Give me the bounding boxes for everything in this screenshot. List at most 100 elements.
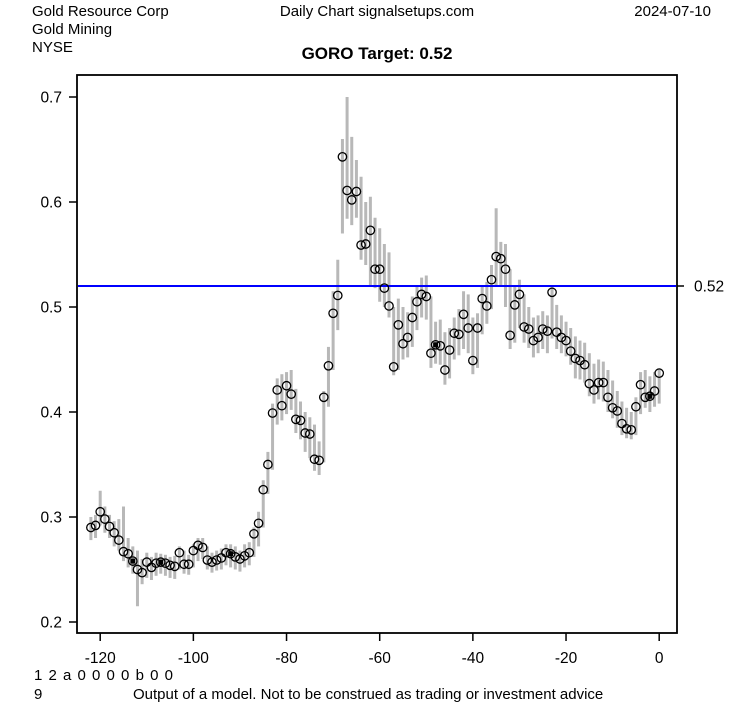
- close-marker: [104, 521, 115, 532]
- y-axis-tick-label: 0.5: [40, 300, 62, 317]
- close-marker: [197, 542, 208, 553]
- close-marker: [346, 195, 357, 205]
- y-axis-tick-label: 0.4: [40, 405, 62, 422]
- close-marker: [519, 322, 529, 332]
- plot-box: [76, 74, 678, 634]
- close-marker: [542, 326, 553, 336]
- close-marker: [500, 264, 511, 275]
- close-marker: [491, 251, 502, 262]
- x-axis-tick-label: -100: [178, 650, 209, 667]
- model-row-number: 9: [34, 686, 43, 703]
- close-marker: [193, 540, 203, 551]
- close-marker: [612, 406, 623, 416]
- page-title: GORO Target: 0.52: [301, 44, 453, 63]
- close-marker: [295, 415, 306, 426]
- close-marker: [533, 332, 543, 343]
- close-marker: [598, 377, 609, 388]
- close-marker: [398, 338, 408, 349]
- close-marker: [277, 400, 287, 411]
- close-marker: [337, 152, 348, 162]
- close-marker: [426, 348, 436, 359]
- close-marker: [207, 557, 217, 568]
- close-marker: [249, 528, 259, 539]
- close-marker: [449, 328, 460, 339]
- close-marker: [547, 287, 557, 298]
- close-marker: [621, 423, 632, 434]
- close-marker: [584, 378, 595, 389]
- close-marker: [430, 339, 441, 350]
- close-marker: [407, 312, 418, 323]
- header-left-block: Gold Resource Corp Gold Mining NYSE: [32, 3, 169, 57]
- close-marker: [328, 308, 338, 319]
- close-marker: [113, 535, 124, 545]
- target-line-label: 0.52: [694, 279, 724, 296]
- close-marker: [374, 264, 385, 275]
- close-marker: [365, 225, 376, 236]
- close-marker: [127, 556, 138, 566]
- exchange-name: NYSE: [32, 39, 73, 56]
- signal-marker: [130, 558, 136, 564]
- close-marker: [90, 520, 101, 531]
- close-marker: [444, 345, 455, 355]
- y-axis-tick-label: 0.6: [40, 195, 62, 212]
- close-marker: [230, 552, 241, 562]
- close-marker: [160, 558, 171, 569]
- close-marker: [118, 546, 129, 557]
- close-marker: [463, 323, 474, 333]
- close-marker: [323, 360, 334, 371]
- close-marker: [202, 555, 213, 565]
- close-marker: [402, 332, 413, 343]
- close-marker: [286, 389, 297, 399]
- close-marker: [454, 329, 464, 340]
- close-marker: [342, 185, 352, 196]
- close-marker: [263, 459, 273, 470]
- close-marker: [505, 330, 515, 341]
- close-marker: [486, 274, 497, 285]
- close-marker: [351, 186, 362, 197]
- close-marker: [384, 301, 394, 311]
- close-marker: [155, 557, 166, 568]
- close-marker: [258, 484, 269, 495]
- close-marker: [388, 361, 399, 372]
- close-marker: [309, 454, 320, 465]
- close-marker: [281, 380, 292, 391]
- model-codes-line: 1 2 a 0 0 0 0 b 0 0: [34, 667, 174, 684]
- close-marker: [626, 424, 637, 435]
- close-marker: [509, 300, 520, 310]
- close-marker: [137, 567, 147, 578]
- y-axis-tick-label: 0.2: [40, 615, 62, 632]
- close-marker: [468, 355, 478, 366]
- close-marker: [300, 428, 311, 438]
- close-marker: [631, 401, 641, 412]
- close-marker: [603, 392, 613, 403]
- close-marker: [95, 506, 106, 517]
- disclaimer-text: Output of a model. Not to be construed a…: [133, 686, 604, 703]
- close-marker: [458, 309, 469, 320]
- close-marker: [589, 385, 599, 395]
- close-marker: [635, 379, 646, 390]
- close-marker: [561, 335, 571, 346]
- close-marker: [654, 368, 665, 378]
- close-marker: [174, 547, 185, 558]
- company-name: Gold Resource Corp: [32, 3, 169, 20]
- close-marker: [370, 264, 380, 275]
- close-marker: [393, 319, 404, 330]
- close-marker: [579, 359, 590, 370]
- close-marker: [593, 377, 604, 388]
- close-marker: [244, 547, 255, 558]
- close-marker: [514, 289, 525, 300]
- chart-date: 2024-07-10: [634, 3, 711, 20]
- close-marker: [272, 385, 283, 395]
- close-marker: [169, 561, 180, 572]
- close-marker: [435, 340, 446, 351]
- close-marker: [318, 392, 329, 403]
- x-axis-tick-label: -20: [555, 650, 578, 667]
- close-marker: [379, 283, 390, 293]
- signal-marker: [647, 393, 653, 399]
- close-marker: [314, 455, 324, 466]
- close-marker: [565, 346, 576, 356]
- close-marker: [356, 240, 366, 250]
- close-marker: [179, 559, 189, 570]
- close-marker: [253, 518, 264, 529]
